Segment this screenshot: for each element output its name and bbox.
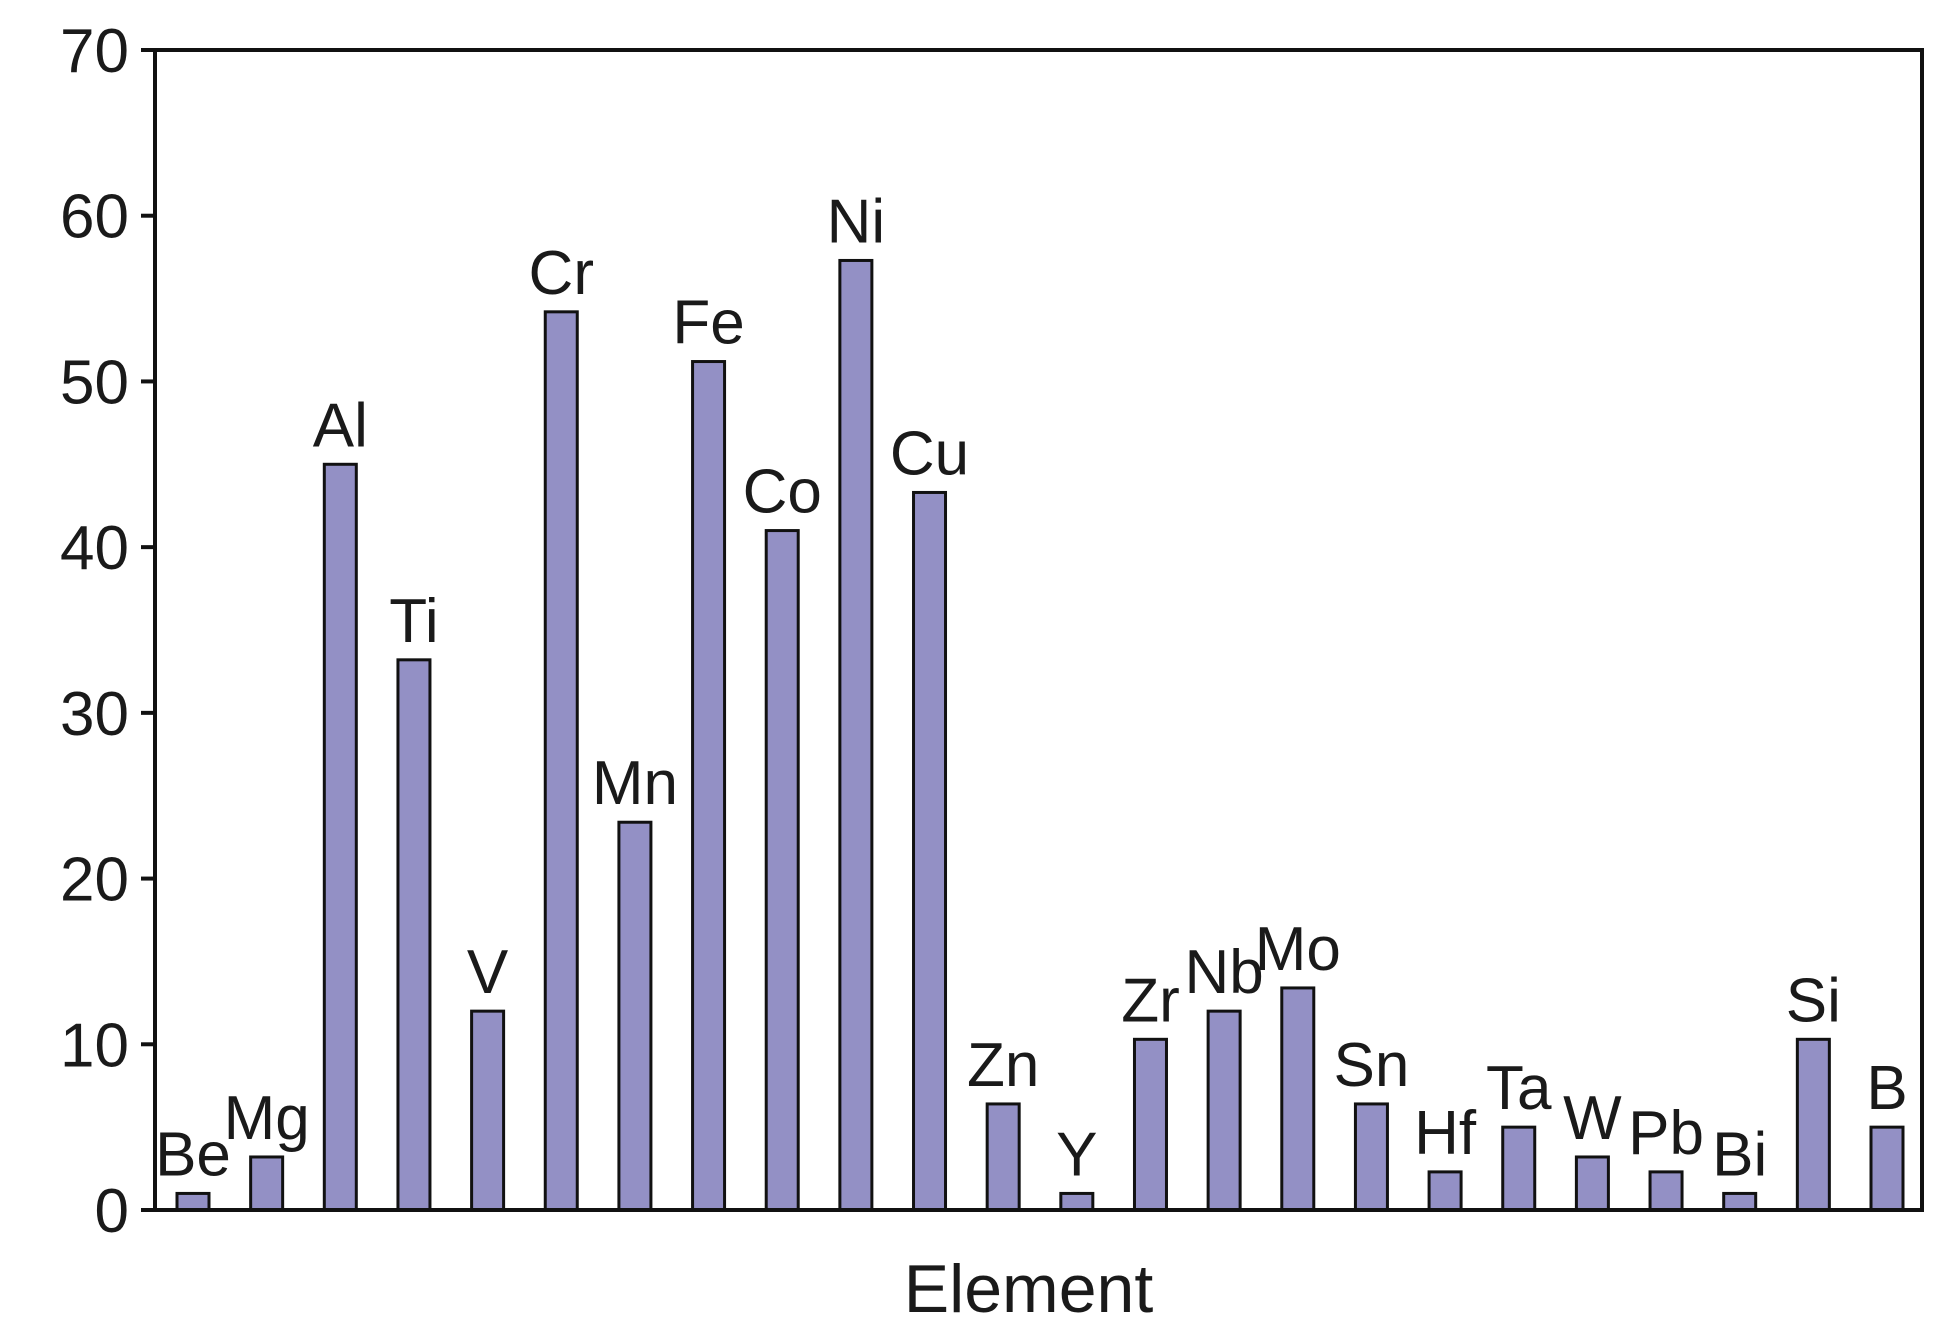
bar-label-ti: Ti [389, 587, 438, 656]
bar-co [764, 529, 800, 1212]
bar-mo [1280, 986, 1316, 1212]
bar-w [1574, 1155, 1610, 1212]
bar-ni [838, 258, 874, 1212]
bar-label-bi: Bi [1712, 1120, 1767, 1189]
y-tick-label: 20 [60, 846, 129, 915]
bar-zn [985, 1102, 1021, 1212]
bar-nb [1206, 1009, 1242, 1212]
bar-label-ni: Ni [827, 187, 886, 256]
bar-label-y: Y [1056, 1120, 1097, 1189]
y-tick-label: 40 [60, 514, 129, 583]
y-axis-ticks: 0 10 20 30 40 50 60 70 [60, 17, 155, 1246]
bar-label-b: B [1866, 1054, 1907, 1123]
y-tick-label: 50 [60, 348, 129, 417]
bar-label-zr: Zr [1121, 966, 1180, 1035]
bar-pb [1648, 1170, 1684, 1212]
bar-hf [1427, 1170, 1463, 1212]
bar-label-ta: Ta [1486, 1054, 1552, 1123]
y-tick-label: 30 [60, 680, 129, 749]
bar-label-pb: Pb [1628, 1099, 1704, 1168]
bar-label-cu: Cu [890, 419, 969, 488]
bar-fe [691, 360, 727, 1212]
plot-frame [153, 48, 1924, 1212]
bar-be [175, 1191, 211, 1212]
y-tick-label: 0 [95, 1177, 129, 1246]
bar-cu [912, 490, 948, 1212]
bar-label-mn: Mn [592, 749, 678, 818]
bar-label-be: Be [155, 1120, 231, 1189]
bar-zr [1132, 1037, 1168, 1212]
bar-ta [1501, 1125, 1537, 1212]
bar-ti [396, 658, 432, 1212]
y-tick-label: 70 [60, 17, 129, 86]
bars [175, 258, 1905, 1212]
bar-mg [249, 1155, 285, 1212]
bar-label-zn: Zn [967, 1031, 1039, 1100]
bar-sn [1353, 1102, 1389, 1212]
bar-si [1795, 1037, 1831, 1212]
bar-label-al: Al [313, 391, 368, 460]
bar-al [322, 462, 358, 1212]
bar-mn [617, 820, 653, 1212]
y-tick-label: 60 [60, 183, 129, 252]
bar-label-w: W [1563, 1084, 1622, 1153]
bar-label-sn: Sn [1334, 1031, 1410, 1100]
bar-y [1059, 1191, 1095, 1212]
bar-v [470, 1009, 506, 1212]
x-axis-title: Element [904, 1251, 1154, 1327]
bar-label-hf: Hf [1414, 1099, 1477, 1168]
y-tick-label: 10 [60, 1011, 129, 1080]
bar-label-mg: Mg [224, 1084, 310, 1153]
bar-cr [543, 310, 579, 1212]
bar-bi [1722, 1191, 1758, 1212]
bar-label-fe: Fe [672, 289, 744, 358]
bar-label-co: Co [743, 458, 822, 527]
bar-label-mo: Mo [1255, 915, 1341, 984]
bar-b [1869, 1125, 1905, 1212]
bar-label-v: V [467, 938, 509, 1007]
bar-label-nb: Nb [1184, 938, 1263, 1007]
bar-label-si: Si [1786, 966, 1841, 1035]
bar-label-cr: Cr [529, 239, 594, 308]
